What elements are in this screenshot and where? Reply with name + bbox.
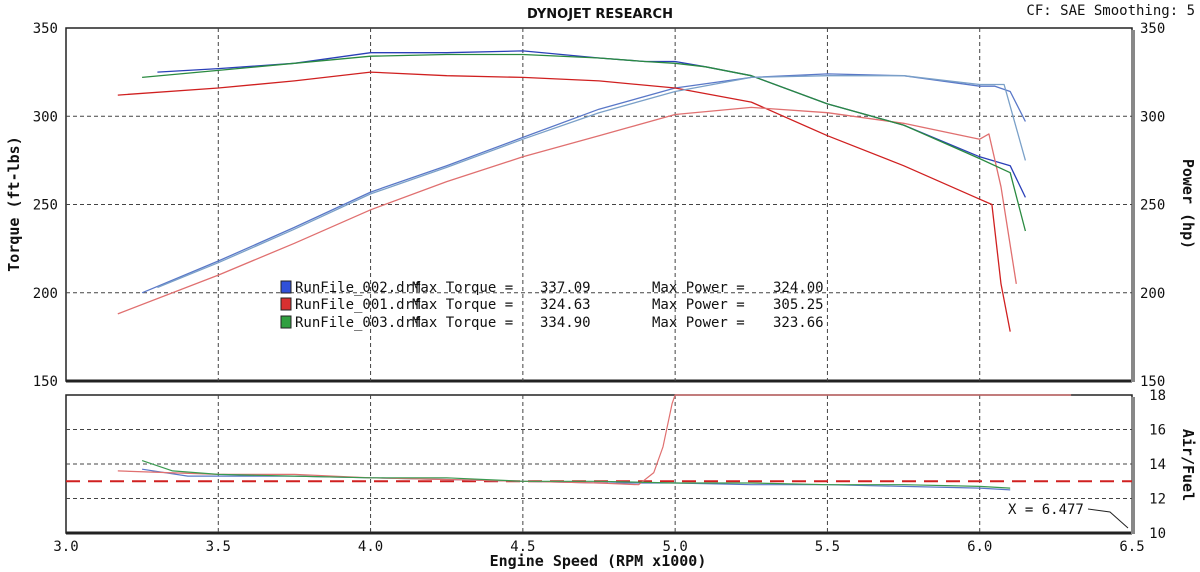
power-tick-label: 350: [1140, 21, 1165, 37]
legend-swatch-green: [280, 315, 292, 329]
chart-title: DYNOJET RESEARCH: [527, 7, 673, 22]
torque-tick-label: 350: [33, 21, 58, 37]
air-fuel-series: [66, 394, 1132, 491]
legend-power-label: Max Power =: [652, 297, 745, 313]
torque-axis-ticks: 150 200 250 300 350: [33, 21, 58, 390]
rpm-axis-ticks: 3.0 3.5 4.0 4.5 5.0 5.5 6.0 6.5: [53, 539, 1144, 555]
rpm-tick-label: 4.0: [358, 539, 383, 555]
series-line-runfile-003-drf-air-fuel: [141, 460, 1011, 489]
rpm-tick-label: 6.0: [967, 539, 992, 555]
legend-torque-value: 337.09: [540, 280, 591, 296]
series-line-runfile-001-drf-power: [117, 106, 1017, 315]
torque-tick-label: 300: [33, 109, 58, 125]
legend-power-label: Max Power =: [652, 315, 745, 331]
rpm-tick-label: 3.0: [53, 539, 78, 555]
torque-power-panel: 150 200 250 300 350 150 200 250 300 350: [33, 21, 1166, 390]
power-axis-label: Power (hp): [1179, 159, 1197, 249]
series-line-runfile-003-drf-power: [157, 75, 1027, 289]
rpm-tick-label: 3.5: [206, 539, 231, 555]
legend-power-label: Max Power =: [652, 280, 745, 296]
power-tick-label: 150: [1140, 374, 1165, 390]
legend-file: RunFile_002.drf: [295, 280, 421, 296]
power-tick-label: 300: [1140, 109, 1165, 125]
legend-power-value: 323.66: [773, 315, 824, 331]
legend-torque-label: Max Torque =: [412, 297, 513, 313]
bottom-grid: [66, 395, 1132, 533]
torque-axis-label: Torque (ft-lbs): [5, 136, 23, 271]
legend-swatch-blue: [280, 280, 292, 294]
legend-file: RunFile_001.drf: [295, 297, 421, 313]
legend-torque-label: Max Torque =: [412, 280, 513, 296]
legend-entry-runfile-001: RunFile_001.drf Max Torque = 324.63 Max …: [280, 297, 824, 313]
rpm-tick-label: 6.5: [1119, 539, 1144, 555]
rpm-tick-label: 5.0: [662, 539, 687, 555]
power-axis-ticks: 150 200 250 300 350: [1140, 21, 1165, 390]
x-readout-text: X = 6.477: [1008, 502, 1084, 518]
legend-entry-runfile-003: RunFile_003.drf Max Torque = 334.90 Max …: [280, 315, 824, 331]
legend-torque-value: 324.63: [540, 297, 591, 313]
power-tick-label: 200: [1140, 286, 1165, 302]
legend-swatch-red: [280, 297, 292, 311]
air-fuel-panel: 10 12 14 16 18 X = 6.477: [65, 388, 1166, 542]
legend-torque-label: Max Torque =: [412, 315, 513, 331]
power-tick-label: 250: [1140, 198, 1165, 214]
rpm-tick-label: 5.5: [815, 539, 840, 555]
series-line-runfile-001-drf-air-fuel: [117, 394, 1072, 486]
series-line-runfile-003-drf-torque: [142, 53, 1027, 232]
torque-tick-label: 250: [33, 198, 58, 214]
air-fuel-axis-label: Air/Fuel: [1179, 429, 1197, 501]
legend-torque-value: 334.90: [540, 315, 591, 331]
legend-power-value: 324.00: [773, 280, 824, 296]
torque-tick-label: 200: [33, 286, 58, 302]
chart-info: CF: SAE Smoothing: 5: [1026, 3, 1195, 19]
air-fuel-tick-label: 10: [1149, 526, 1166, 542]
series-line-runfile-002-drf-torque: [157, 50, 1026, 198]
legend-file: RunFile_003.drf: [295, 315, 421, 331]
top-series: [117, 50, 1027, 332]
air-fuel-tick-label: 18: [1149, 388, 1166, 404]
x-readout-pointer: [1087, 508, 1129, 529]
x-readout: X = 6.477: [1008, 502, 1129, 529]
rpm-axis-label: Engine Speed (RPM x1000): [490, 552, 707, 570]
legend-power-value: 305.25: [773, 297, 824, 313]
legend-entry-runfile-002: RunFile_002.drf Max Torque = 337.09 Max …: [280, 280, 824, 296]
air-fuel-tick-label: 14: [1149, 457, 1166, 473]
air-fuel-tick-label: 16: [1149, 423, 1166, 439]
air-fuel-tick-label: 12: [1149, 492, 1166, 508]
top-grid: [66, 28, 1132, 381]
rpm-tick-label: 4.5: [510, 539, 535, 555]
series-line-runfile-001-drf-torque: [117, 71, 1011, 332]
torque-tick-label: 150: [33, 374, 58, 390]
legend: RunFile_002.drf Max Torque = 337.09 Max …: [280, 280, 824, 331]
air-fuel-axis-ticks: 10 12 14 16 18: [1149, 388, 1166, 542]
